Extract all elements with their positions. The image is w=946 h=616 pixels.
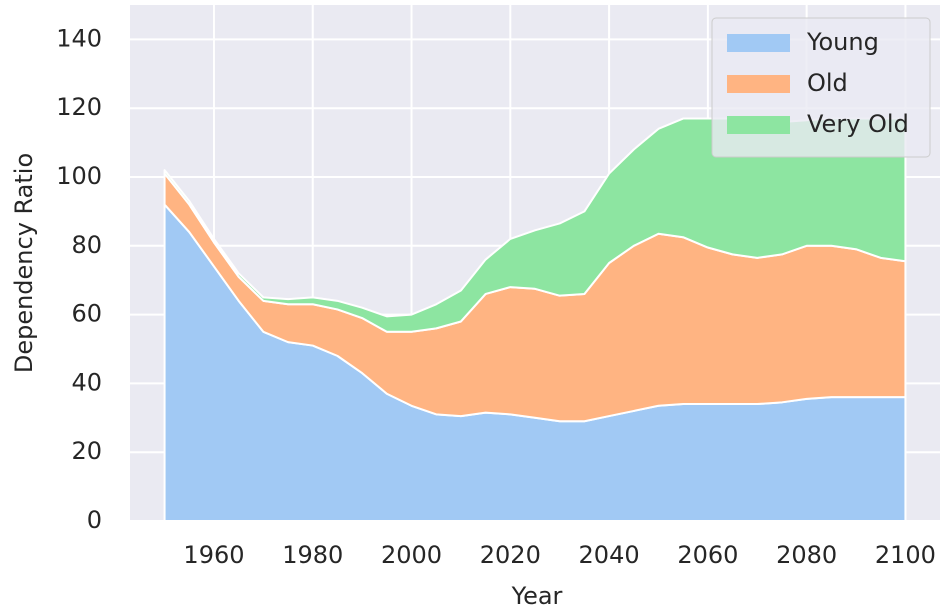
legend-label: Young xyxy=(806,28,879,56)
x-tick-label: 1980 xyxy=(282,541,343,569)
x-axis-label: Year xyxy=(511,582,563,610)
x-tick-label: 1960 xyxy=(183,541,244,569)
legend-swatch xyxy=(727,116,790,134)
x-tick-label: 2100 xyxy=(875,541,936,569)
legend-swatch xyxy=(727,75,790,93)
y-tick-label: 60 xyxy=(71,300,102,328)
legend-label: Very Old xyxy=(807,110,909,138)
y-tick-label: 20 xyxy=(71,437,102,465)
y-axis-label: Dependency Ratio xyxy=(10,153,38,373)
y-tick-label: 0 xyxy=(87,506,102,534)
y-tick-label: 40 xyxy=(71,368,102,396)
x-tick-label: 2020 xyxy=(480,541,541,569)
legend-swatch xyxy=(727,34,790,52)
y-tick-label: 80 xyxy=(71,231,102,259)
y-tick-label: 100 xyxy=(56,162,102,190)
y-tick-label: 140 xyxy=(56,24,102,52)
y-tick-label: 120 xyxy=(56,93,102,121)
area xyxy=(163,117,907,333)
x-tick-label: 2040 xyxy=(579,541,640,569)
legend: Young Old Very Old xyxy=(711,17,931,158)
x-tick-label: 2080 xyxy=(776,541,837,569)
areas xyxy=(163,117,907,522)
legend-label: Old xyxy=(807,69,848,97)
x-tick-label: 2060 xyxy=(677,541,738,569)
x-tick-label: 2000 xyxy=(381,541,442,569)
